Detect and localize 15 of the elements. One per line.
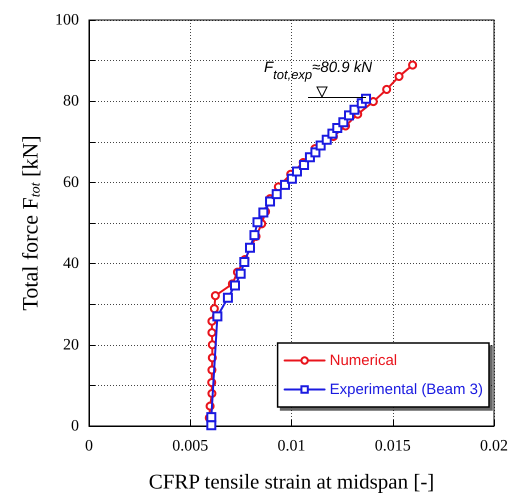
x-axis-title: CFRP tensile strain at midspan [-] xyxy=(148,470,434,494)
y-tick-label: 80 xyxy=(63,92,79,110)
y-tick-label: 100 xyxy=(55,12,79,28)
y-tick-label: 20 xyxy=(63,336,79,354)
x-tick-label: 0.015 xyxy=(374,438,411,454)
y-tick-label: 60 xyxy=(63,174,79,191)
x-tick-label: 0.005 xyxy=(172,438,208,454)
y-axis-title: Total force Ftot [kN] xyxy=(18,135,44,311)
x-tick-label: 0.02 xyxy=(480,438,508,454)
legend-label: Experimental (Beam 3) xyxy=(330,381,484,398)
y-tick-label: 40 xyxy=(63,255,79,272)
y-tick-label: 0 xyxy=(71,418,79,434)
x-tick-label: 0 xyxy=(85,438,93,454)
legend-label: Numerical xyxy=(330,352,398,369)
x-tick-label: 0.01 xyxy=(278,438,306,454)
